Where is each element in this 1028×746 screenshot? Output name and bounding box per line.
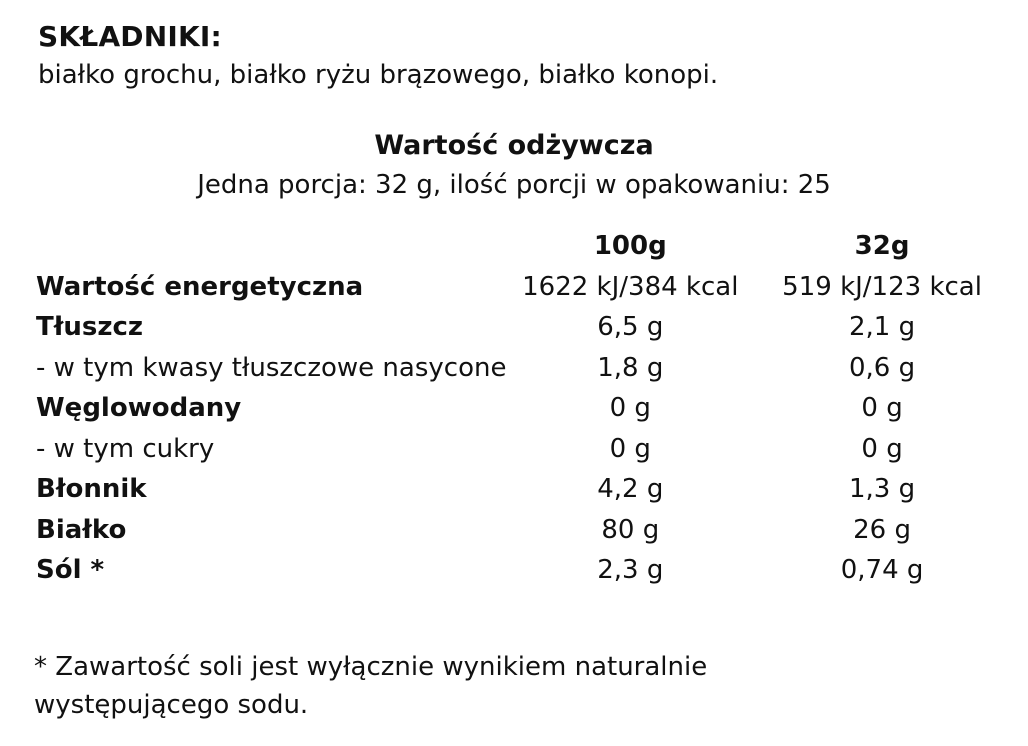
header-name-column: [30, 226, 506, 267]
table-row: Sól * 2,3 g 0,74 g: [30, 550, 1010, 591]
nutrition-table-header-row: 100g 32g: [30, 226, 1010, 267]
ingredients-text: białko grochu, białko ryżu brązowego, bi…: [38, 60, 719, 90]
value-per-100g: 1,8 g: [597, 352, 664, 383]
table-row: Wartość energetyczna 1622 kJ/384 kcal 51…: [30, 267, 1010, 308]
value-per-100g: 2,3 g: [597, 555, 664, 586]
nutrient-name: Białko: [36, 514, 127, 545]
table-row: Białko 80 g 26 g: [30, 510, 1010, 551]
value-per-32g: 0 g: [861, 393, 903, 424]
nutrient-name: Błonnik: [36, 474, 147, 505]
value-per-32g: 0 g: [861, 433, 903, 464]
value-per-100g: 4,2 g: [597, 474, 664, 505]
nutrition-title: Wartość odżywcza: [374, 130, 654, 161]
value-per-32g: 0,6 g: [849, 352, 916, 383]
value-per-32g: 1,3 g: [849, 474, 916, 505]
value-per-32g: 2,1 g: [849, 312, 916, 343]
nutrient-name: Wartość energetyczna: [36, 271, 364, 302]
ingredients-title: SKŁADNIKI:: [38, 20, 222, 53]
value-per-32g: 26 g: [853, 514, 911, 545]
value-per-100g: 6,5 g: [597, 312, 664, 343]
header-per-32g: 32g: [854, 231, 910, 262]
nutrient-name: Węglowodany: [36, 393, 242, 424]
nutrition-table: 100g 32g Wartość energetyczna 1622 kJ/38…: [30, 226, 1010, 591]
table-row: Błonnik 4,2 g 1,3 g: [30, 469, 1010, 510]
value-per-32g: 0,74 g: [840, 555, 924, 586]
serving-info: Jedna porcja: 32 g, ilość porcji w opako…: [197, 170, 831, 200]
table-row: Węglowodany 0 g 0 g: [30, 388, 1010, 429]
table-row: - w tym cukry 0 g 0 g: [30, 429, 1010, 470]
footnote-line-1: * Zawartość soli jest wyłącznie wynikiem…: [34, 652, 708, 682]
value-per-100g: 1622 kJ/384 kcal: [522, 271, 739, 302]
value-per-100g: 0 g: [609, 393, 651, 424]
value-per-100g: 80 g: [601, 514, 660, 545]
table-row: - w tym kwasy tłuszczowe nasycone 1,8 g …: [30, 348, 1010, 389]
table-row: Tłuszcz 6,5 g 2,1 g: [30, 307, 1010, 348]
value-per-32g: 519 kJ/123 kcal: [782, 271, 982, 302]
footnote: * Zawartość soli jest wyłącznie wynikiem…: [34, 648, 854, 724]
value-per-100g: 0 g: [609, 433, 651, 464]
nutrient-name: - w tym kwasy tłuszczowe nasycone: [36, 352, 507, 383]
nutrient-name: Tłuszcz: [36, 312, 144, 343]
nutrient-name: - w tym cukry: [36, 433, 215, 464]
header-per-100g: 100g: [593, 231, 667, 262]
footnote-line-2: występującego sodu.: [34, 690, 309, 720]
nutrient-name: Sól *: [36, 555, 105, 586]
